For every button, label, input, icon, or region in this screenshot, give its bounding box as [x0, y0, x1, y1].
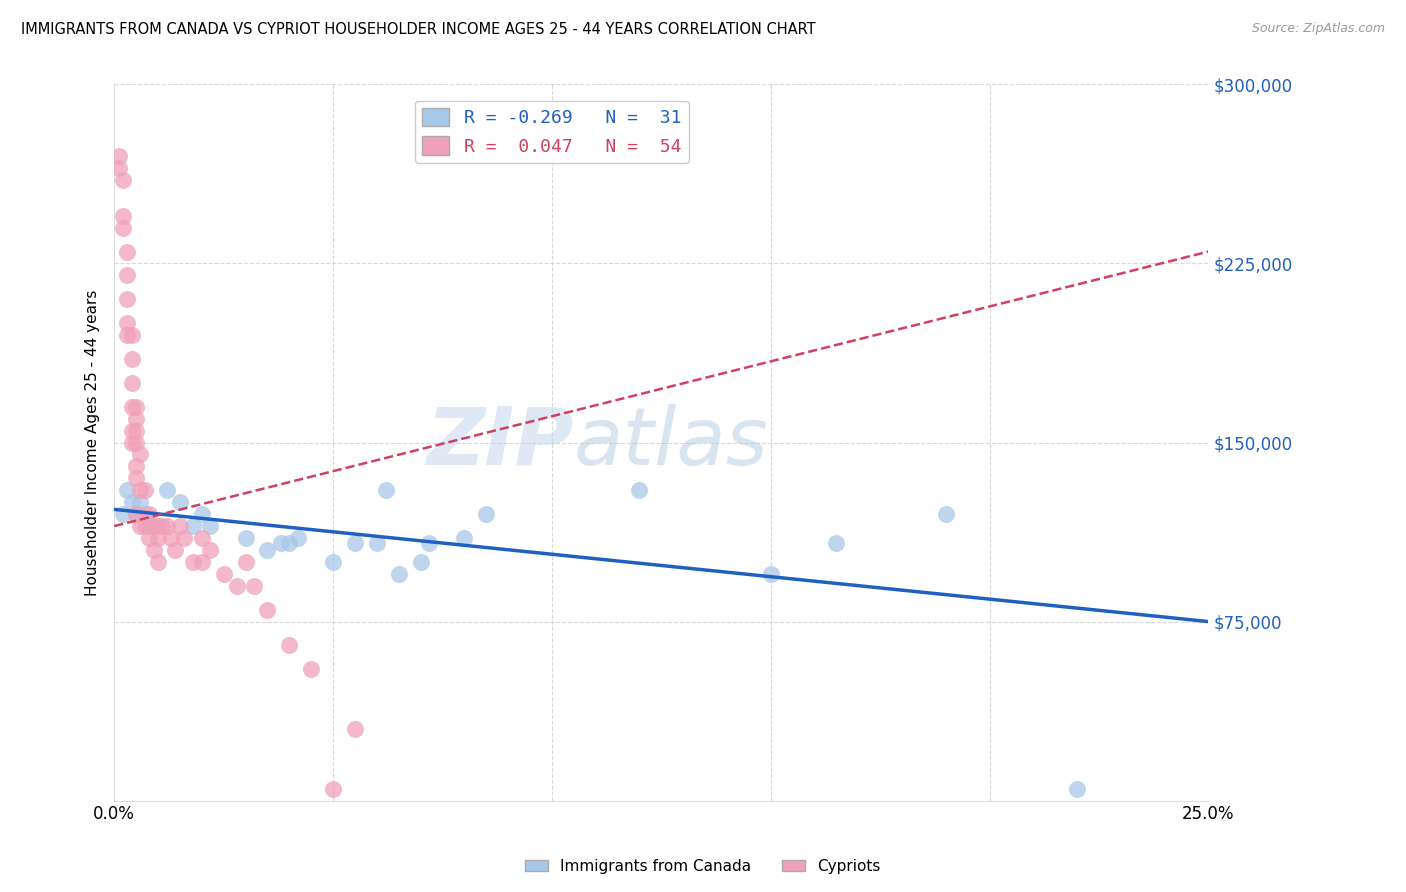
Point [121, 328, 143, 343]
Point [121, 376, 143, 390]
Point [1066, 781, 1088, 796]
Point [138, 507, 160, 521]
Point [322, 781, 344, 796]
Point [121, 495, 143, 509]
Point [409, 555, 432, 569]
Point [125, 435, 148, 450]
Point [107, 149, 129, 163]
Point [181, 555, 204, 569]
Point [190, 507, 212, 521]
Point [138, 519, 160, 533]
Point [235, 531, 257, 545]
Point [125, 424, 148, 438]
Point [125, 507, 148, 521]
Point [134, 483, 156, 498]
Point [125, 411, 148, 425]
Point [129, 519, 152, 533]
Point [759, 566, 782, 581]
Point [125, 459, 148, 474]
Point [200, 543, 222, 558]
Point [111, 220, 134, 235]
Point [366, 536, 388, 550]
Point [111, 209, 134, 223]
Point [125, 507, 148, 521]
Point [287, 531, 309, 545]
Point [388, 566, 411, 581]
Point [169, 519, 191, 533]
Point [117, 328, 139, 343]
Point [225, 579, 247, 593]
Point [322, 555, 344, 569]
Point [173, 531, 195, 545]
Point [278, 639, 301, 653]
Text: atlas: atlas [574, 403, 769, 482]
Point [935, 507, 957, 521]
Point [475, 507, 498, 521]
Point [111, 173, 134, 187]
Point [418, 536, 440, 550]
Point [117, 268, 139, 283]
Point [129, 447, 152, 461]
Point [142, 519, 165, 533]
Point [107, 161, 129, 175]
Point [374, 483, 396, 498]
Point [169, 495, 191, 509]
Y-axis label: Householder Income Ages 25 - 44 years: Householder Income Ages 25 - 44 years [86, 289, 100, 596]
Point [256, 602, 278, 616]
Point [146, 519, 169, 533]
Point [256, 543, 278, 558]
Point [200, 519, 222, 533]
Point [134, 519, 156, 533]
Point [825, 536, 848, 550]
Point [212, 566, 235, 581]
Point [156, 483, 179, 498]
Point [190, 531, 212, 545]
Point [270, 536, 292, 550]
Point [134, 507, 156, 521]
Text: Source: ZipAtlas.com: Source: ZipAtlas.com [1251, 22, 1385, 36]
Point [142, 543, 165, 558]
Point [299, 662, 322, 676]
Point [343, 722, 366, 736]
Point [125, 471, 148, 485]
Text: IMMIGRANTS FROM CANADA VS CYPRIOT HOUSEHOLDER INCOME AGES 25 - 44 YEARS CORRELAT: IMMIGRANTS FROM CANADA VS CYPRIOT HOUSEH… [21, 22, 815, 37]
Point [156, 519, 179, 533]
Text: ZIP: ZIP [426, 403, 574, 482]
Point [146, 555, 169, 569]
Point [121, 400, 143, 414]
Point [190, 555, 212, 569]
Point [243, 579, 266, 593]
Point [117, 316, 139, 330]
Point [150, 519, 173, 533]
Point [146, 531, 169, 545]
Point [138, 531, 160, 545]
Legend: Immigrants from Canada, Cypriots: Immigrants from Canada, Cypriots [519, 853, 887, 880]
Point [125, 400, 148, 414]
Point [181, 519, 204, 533]
Point [121, 424, 143, 438]
Point [343, 536, 366, 550]
Point [278, 536, 301, 550]
Point [129, 495, 152, 509]
Point [453, 531, 475, 545]
Legend: R = -0.269   N =  31, R =  0.047   N =  54: R = -0.269 N = 31, R = 0.047 N = 54 [415, 101, 689, 163]
Point [121, 435, 143, 450]
Point [235, 555, 257, 569]
Point [111, 507, 134, 521]
Point [129, 483, 152, 498]
Point [628, 483, 651, 498]
Point [160, 531, 183, 545]
Point [117, 293, 139, 307]
Point [117, 244, 139, 259]
Point [121, 351, 143, 366]
Point [117, 483, 139, 498]
Point [165, 543, 187, 558]
